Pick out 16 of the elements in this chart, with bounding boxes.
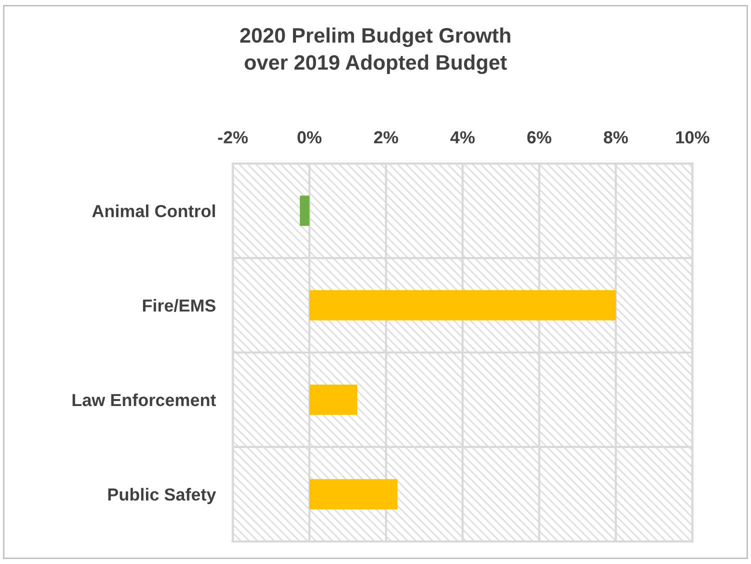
bar xyxy=(300,196,310,226)
y-tick-label: Animal Control xyxy=(92,204,215,218)
y-tick-label: Public Safety xyxy=(108,488,216,504)
x-tick-label: 10% xyxy=(676,131,710,144)
x-tick-label: 6% xyxy=(527,131,552,144)
x-tick-label: 0% xyxy=(298,131,322,144)
x-tick-label: -2% xyxy=(218,131,248,144)
bar xyxy=(309,290,616,320)
x-tick-label: 2% xyxy=(374,131,398,144)
bar xyxy=(309,384,358,415)
x-tick-label: 8% xyxy=(604,131,628,144)
y-tick-label: Law Enforcement xyxy=(72,393,216,406)
chart-title: 2020 Prelim Budget Growth over 2019 Adopted Budget xyxy=(240,27,510,74)
x-tick-label: 4% xyxy=(450,131,475,144)
y-tick-label: Fire/EMS xyxy=(143,298,216,312)
bar xyxy=(309,479,398,510)
